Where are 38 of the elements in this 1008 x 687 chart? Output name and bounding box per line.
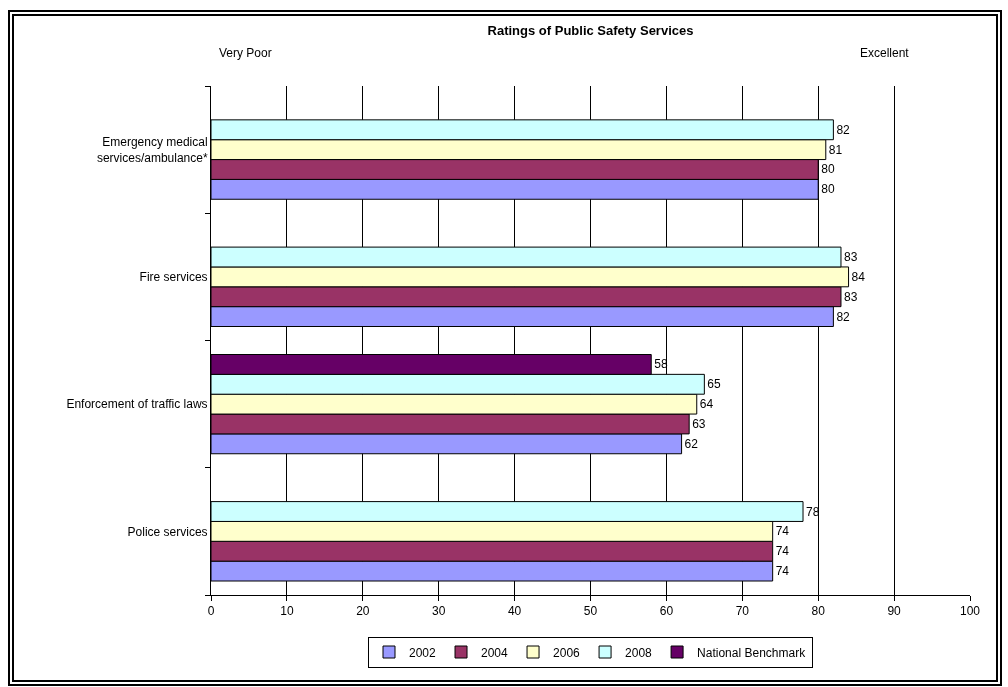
x-tick-label: 60 <box>659 604 674 619</box>
legend-label: 2002 <box>409 645 437 660</box>
data-label: 83 <box>843 289 858 304</box>
data-label: 82 <box>836 309 851 324</box>
text: Very Poor <box>219 46 272 60</box>
data-label: 63 <box>692 416 706 431</box>
y-tick-label: Emergency medical services/ambulance* <box>96 135 208 165</box>
chart-title: Ratings of Public Safety Services <box>487 22 694 38</box>
legend-label: 2004 <box>481 645 509 660</box>
x-tick-label: 80 <box>811 604 826 619</box>
data-label: 84 <box>851 269 866 284</box>
data-label: 64 <box>699 397 714 412</box>
legend-label: 2006 <box>553 645 581 660</box>
data-label: 83 <box>843 250 858 265</box>
data-label: 74 <box>775 564 790 579</box>
x-tick-label: 10 <box>280 604 294 619</box>
data-label: 82 <box>836 122 851 137</box>
legend-label: National Benchmark <box>697 645 807 660</box>
x-tick-label: 30 <box>432 604 446 619</box>
data-label: 74 <box>775 524 790 539</box>
x-tick-label: 0 <box>207 604 215 619</box>
x-tick-label: 100 <box>959 604 981 619</box>
data-label: 62 <box>684 436 699 451</box>
y-tick-label: Enforcement of traffic laws <box>66 397 208 412</box>
x-tick-label: 50 <box>583 604 598 619</box>
data-label: 74 <box>775 544 790 559</box>
y-tick-label: Fire services <box>139 270 208 285</box>
data-label: 81 <box>828 142 843 157</box>
x-tick-label: 40 <box>507 604 522 619</box>
data-label: 80 <box>821 162 835 177</box>
legend-label: 2008 <box>625 645 653 660</box>
y-tick-label: Police services <box>127 524 208 539</box>
data-label: 80 <box>821 182 835 197</box>
data-label: 65 <box>707 377 722 392</box>
x-tick-label: 20 <box>356 604 370 619</box>
x-tick-label: 70 <box>735 604 750 619</box>
text: Excellent <box>860 46 910 60</box>
x-tick-label: 90 <box>887 604 902 619</box>
